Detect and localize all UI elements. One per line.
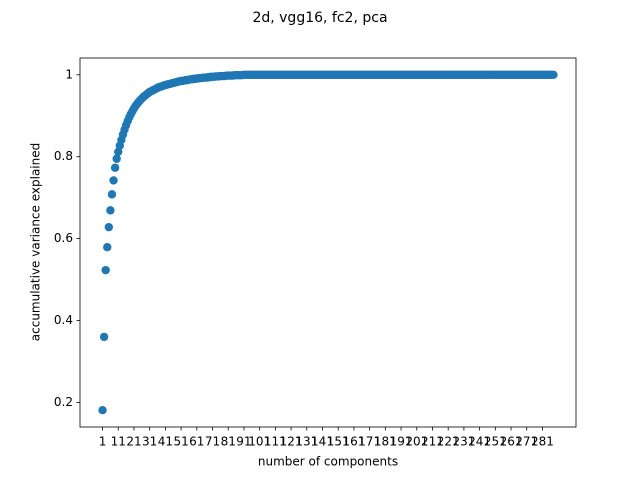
x-axis-label: number of components bbox=[258, 455, 398, 469]
x-tick-label: 51 bbox=[173, 435, 188, 449]
x-tick-label: 121 bbox=[280, 435, 303, 449]
point bbox=[103, 243, 112, 252]
x-tick-label: 61 bbox=[189, 435, 204, 449]
y-tick-label: 0.2 bbox=[54, 395, 73, 409]
x-tick-label: 101 bbox=[248, 435, 271, 449]
chart-title: 2d, vgg16, fc2, pca bbox=[252, 10, 387, 26]
x-tick-label: 1 bbox=[99, 435, 107, 449]
x-tick-label: 201 bbox=[405, 435, 428, 449]
x-tick-label: 71 bbox=[205, 435, 220, 449]
point bbox=[106, 206, 115, 215]
x-tick-label: 81 bbox=[221, 435, 236, 449]
x-tick-label: 271 bbox=[515, 435, 538, 449]
x-tick-label: 191 bbox=[390, 435, 413, 449]
x-tick-label: 241 bbox=[468, 435, 491, 449]
x-tick-label: 31 bbox=[142, 435, 157, 449]
plot-frame bbox=[79, 57, 577, 428]
point bbox=[98, 406, 107, 415]
x-tick-label: 251 bbox=[484, 435, 507, 449]
x-tick-label: 171 bbox=[358, 435, 381, 449]
point bbox=[104, 222, 114, 232]
x-tick-label: 91 bbox=[236, 435, 251, 449]
x-tick-label: 221 bbox=[437, 435, 460, 449]
x-tick-label: 281 bbox=[531, 435, 554, 449]
point bbox=[101, 265, 110, 275]
y-tick-label: 0.6 bbox=[54, 231, 73, 245]
x-tick-label: 231 bbox=[452, 435, 475, 449]
y-axis-label: accumulative variance explained bbox=[29, 143, 43, 341]
y-tick-label: 0.4 bbox=[54, 313, 73, 327]
point bbox=[109, 176, 118, 185]
x-tick-label: 261 bbox=[500, 435, 523, 449]
x-tick-label: 111 bbox=[264, 435, 287, 449]
x-tick-label: 21 bbox=[126, 435, 141, 449]
y-tick-label: 0.8 bbox=[54, 149, 73, 163]
point bbox=[107, 190, 117, 199]
x-tick-label: 41 bbox=[158, 435, 173, 449]
point bbox=[112, 154, 121, 163]
x-tick-label: 161 bbox=[342, 435, 365, 449]
x-tick-label: 181 bbox=[374, 435, 397, 449]
point bbox=[110, 163, 120, 172]
point bbox=[549, 70, 558, 79]
x-tick-label: 131 bbox=[295, 435, 318, 449]
x-tick-label: 211 bbox=[421, 435, 444, 449]
point bbox=[99, 332, 109, 342]
x-tick-label: 11 bbox=[111, 435, 126, 449]
x-tick-label: 141 bbox=[311, 435, 334, 449]
y-tick-label: 1 bbox=[65, 67, 73, 81]
x-tick-label: 151 bbox=[327, 435, 350, 449]
